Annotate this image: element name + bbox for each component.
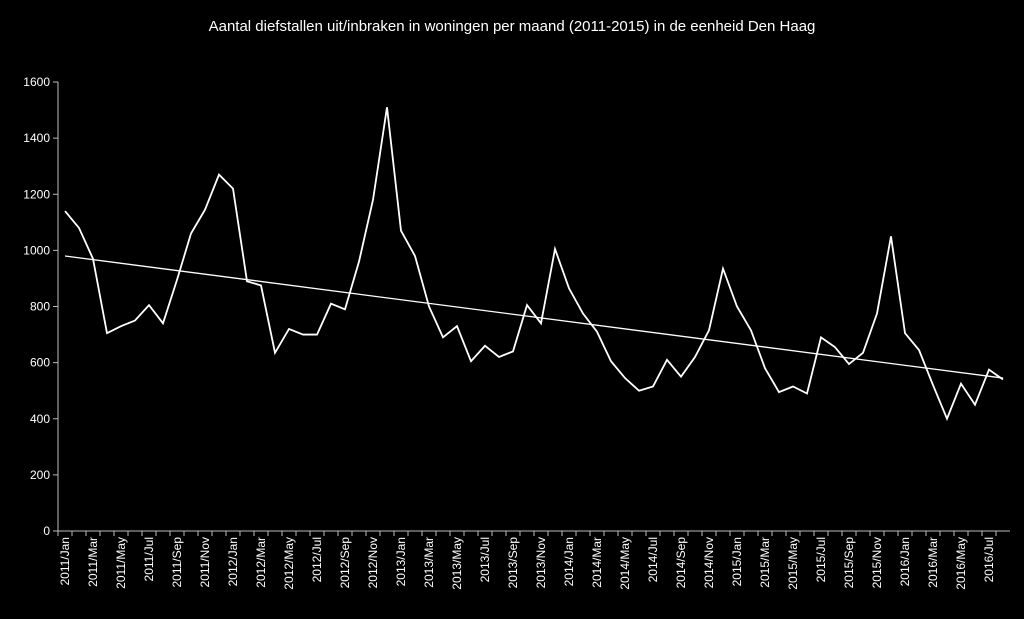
x-tick-label: 2012/Jul <box>310 537 324 582</box>
x-tick-label: 2013/Sep <box>506 537 520 589</box>
x-tick-label: 2013/Nov <box>534 537 548 588</box>
x-tick-label: 2014/Jul <box>646 537 660 582</box>
y-tick-label: 1200 <box>23 187 50 201</box>
x-tick-label: 2014/May <box>618 537 632 590</box>
x-tick-label: 2014/Sep <box>674 537 688 589</box>
x-tick-label: 2012/Jan <box>226 537 240 586</box>
x-tick-label: 2012/May <box>282 537 296 590</box>
x-tick-label: 2014/Jan <box>562 537 576 586</box>
x-tick-label: 2011/May <box>114 537 128 589</box>
x-tick-label: 2016/Jul <box>982 537 996 582</box>
x-tick-label: 2012/Sep <box>338 537 352 589</box>
x-tick-label: 2016/Jan <box>898 537 912 586</box>
y-tick-label: 800 <box>30 300 50 314</box>
y-tick-label: 400 <box>30 412 50 426</box>
x-tick-label: 2011/Nov <box>198 537 212 587</box>
x-tick-label: 2013/Mar <box>422 537 436 588</box>
x-tick-label: 2012/Mar <box>254 537 268 588</box>
x-tick-label: 2011/Sep <box>170 537 184 588</box>
x-tick-label: 2013/Jan <box>394 537 408 586</box>
y-tick-label: 600 <box>30 356 50 370</box>
x-tick-label: 2011/Mar <box>86 537 100 587</box>
x-tick-label: 2015/Mar <box>758 537 772 588</box>
x-tick-label: 2014/Mar <box>590 537 604 588</box>
x-tick-label: 2013/May <box>450 537 464 590</box>
x-tick-label: 2011/Jul <box>142 537 156 581</box>
x-tick-label: 2015/Jul <box>814 537 828 582</box>
trend-line <box>64 255 1004 379</box>
x-tick-label: 2015/May <box>786 537 800 590</box>
x-tick-label: 2012/Nov <box>366 537 380 588</box>
x-tick-label: 2016/Mar <box>926 537 940 588</box>
x-tick-label: 2015/Jan <box>730 537 744 586</box>
y-tick-label: 1600 <box>23 75 50 89</box>
data-line <box>64 107 1004 422</box>
x-tick-label: 2016/May <box>954 537 968 590</box>
x-tick-label: 2013/Jul <box>478 537 492 582</box>
x-tick-label: 2011/Jan <box>58 537 72 586</box>
x-tick-label: 2015/Nov <box>870 537 884 588</box>
y-tick-label: 200 <box>30 468 50 482</box>
chart-title: Aantal diefstallen uit/inbraken in wonin… <box>209 18 816 35</box>
x-tick-label: 2015/Sep <box>842 537 856 589</box>
x-tick-label: 2014/Nov <box>702 537 716 588</box>
y-tick-label: 1000 <box>23 243 50 257</box>
y-tick-label: 1400 <box>23 131 50 145</box>
y-tick-label: 0 <box>43 524 50 538</box>
